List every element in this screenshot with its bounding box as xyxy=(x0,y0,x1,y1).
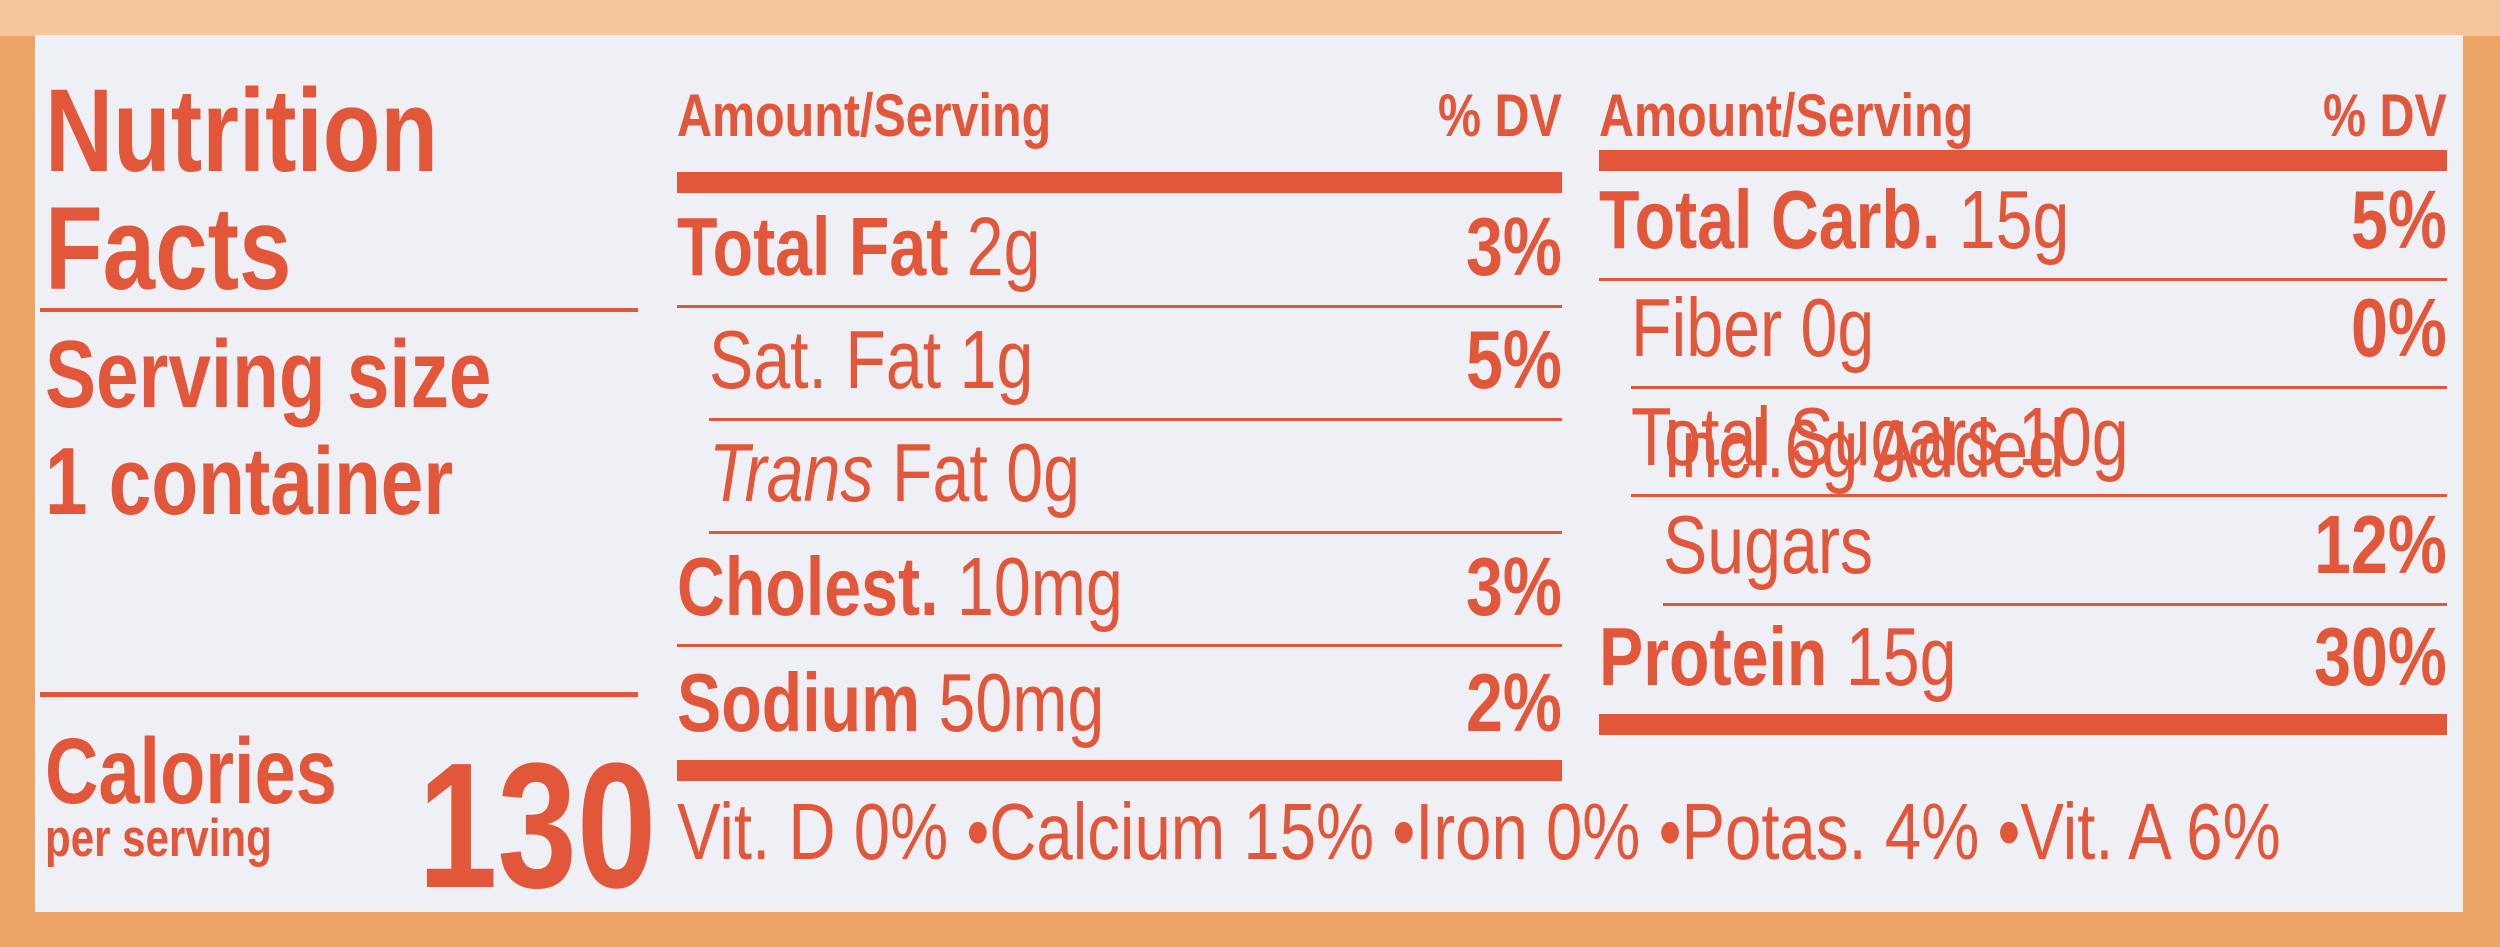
calories-value-box: 130 xyxy=(418,736,716,915)
nutrient-dv: 3% xyxy=(1466,200,1563,294)
nutrient-dv: 5% xyxy=(2350,172,2447,266)
nutrient-name: Total Carb. xyxy=(1598,172,1941,266)
nutrient-dv: 0% xyxy=(2350,281,2447,375)
footer-item: Calcium 15% xyxy=(949,787,1375,876)
nutrient-row: Total Carb. 15g 5% xyxy=(1598,172,2447,281)
nutrient-text: Sat. Fat 1g xyxy=(709,312,1033,408)
rule xyxy=(39,307,638,313)
nutrient-dv: 12% xyxy=(2314,498,2447,592)
nutrient-row: Total Fat 2g 3% xyxy=(677,194,1563,308)
rule xyxy=(677,760,1563,782)
background-strip xyxy=(0,0,2500,36)
nutrient-dv: 30% xyxy=(2314,609,2447,703)
nutrient-amount: 10mg xyxy=(957,539,1124,633)
nutrient-dv: 2% xyxy=(1466,655,1563,749)
header-amount: Amount/Serving xyxy=(677,80,1052,149)
nutrient-prefix: Trans xyxy=(709,426,874,520)
nutrient-amount: 50mg xyxy=(938,655,1105,749)
nutrient-text: Sodium 50mg xyxy=(677,655,1104,751)
nutrient-text: Total Carb. 15g xyxy=(1599,172,2069,268)
nutrient-name: Sodium xyxy=(677,655,921,749)
nutrient-name: Sat. Fat xyxy=(709,313,942,407)
nutrient-text: Total Sugars 10g xyxy=(1631,389,2129,485)
nutrient-amount: 0g xyxy=(1006,426,1081,520)
nutrient-amount: 10g xyxy=(2017,389,2129,483)
header-amount: Amount/Serving xyxy=(1598,80,1973,149)
nutrient-row: Total Sugars 10g xyxy=(1630,389,2447,498)
nutrient-amount: 1g xyxy=(959,313,1034,407)
nutrient-text: Fiber 0g xyxy=(1631,280,1874,376)
nutrient-name: Fiber xyxy=(1630,281,1782,375)
nutrient-text: Incl.6g Added Sugars xyxy=(1663,401,2158,593)
nutrient-dv: 5% xyxy=(1466,313,1563,407)
nutrient-text: Total Fat 2g xyxy=(677,199,1041,295)
serving-value-box: 1 container xyxy=(44,427,555,535)
serving-label-box: Serving size xyxy=(45,327,603,423)
nutrient-row: Cholest. 10mg 3% xyxy=(677,534,1563,648)
footer: Vit. D 0%Calcium 15%Iron 0%Potas. 4%Vit.… xyxy=(677,784,2500,880)
nutrient-name: Fat xyxy=(892,426,989,520)
footer-item: Vit. A 6% xyxy=(1980,787,2281,876)
header-dv: % DV xyxy=(1438,80,1563,149)
rule xyxy=(39,691,638,697)
nutrient-amount: 0g xyxy=(1800,281,1874,375)
footer-item: Potas. 4% xyxy=(1641,787,1980,876)
nutrient-amount: 15g xyxy=(1845,609,1957,703)
nutrient-text: Trans Fat 0g xyxy=(709,425,1080,521)
nutrient-row: Trans Fat 0g xyxy=(709,421,1563,534)
nutrient-row: Sodium 50mg 2% xyxy=(677,647,1562,760)
nutrient-row: Incl.6g Added Sugars 12% xyxy=(1662,402,2447,606)
nutrient-dv: 3% xyxy=(1466,539,1563,633)
rule xyxy=(677,172,1563,193)
calories-value: 130 xyxy=(417,725,656,926)
nutrient-amount: 15g xyxy=(1958,172,2070,266)
footer-text: Vit. D 0%Calcium 15%Iron 0%Potas. 4%Vit.… xyxy=(677,784,2281,880)
nutrient-name: Total Fat xyxy=(677,200,949,294)
serving-value: 1 container xyxy=(44,427,453,535)
column-header: Amount/Serving % DV xyxy=(677,80,1562,150)
nutrient-name: Protein xyxy=(1598,609,1828,703)
nutrient-text: Protein 15g xyxy=(1599,609,1956,705)
nutrient-name: Total Sugars xyxy=(1630,389,2000,483)
serving-label: Serving size xyxy=(44,320,492,428)
nutrient-row: Sat. Fat 1g 5% xyxy=(709,308,1563,421)
title-box: Nutrition Facts xyxy=(44,63,523,314)
column-header: Amount/Serving % DV xyxy=(1599,80,2447,150)
footer-item: Vit. D 0% xyxy=(677,787,949,877)
nutrient-row: Protein 15g 30% xyxy=(1599,606,2447,714)
header-dv: % DV xyxy=(2322,80,2447,149)
title: Nutrition Facts xyxy=(44,63,438,314)
calories-sublabel: per serving xyxy=(44,808,272,868)
calories-sublabel-box: per serving xyxy=(44,808,329,868)
nutrient-name: Cholest. xyxy=(677,539,939,633)
calories-label: Calories xyxy=(44,719,337,824)
footer-item: Iron 0% xyxy=(1375,787,1641,876)
nutrient-text: Cholest. 10mg xyxy=(677,539,1123,635)
calories-label-box: Calories xyxy=(44,719,410,824)
nutrient-row: Fiber 0g 0% xyxy=(1630,280,2447,389)
nutrient-name: Incl.6g Added Sugars xyxy=(1662,402,2065,592)
rule xyxy=(1598,149,2447,171)
nutrient-amount: 2g xyxy=(967,200,1041,294)
rule xyxy=(1598,714,2447,735)
